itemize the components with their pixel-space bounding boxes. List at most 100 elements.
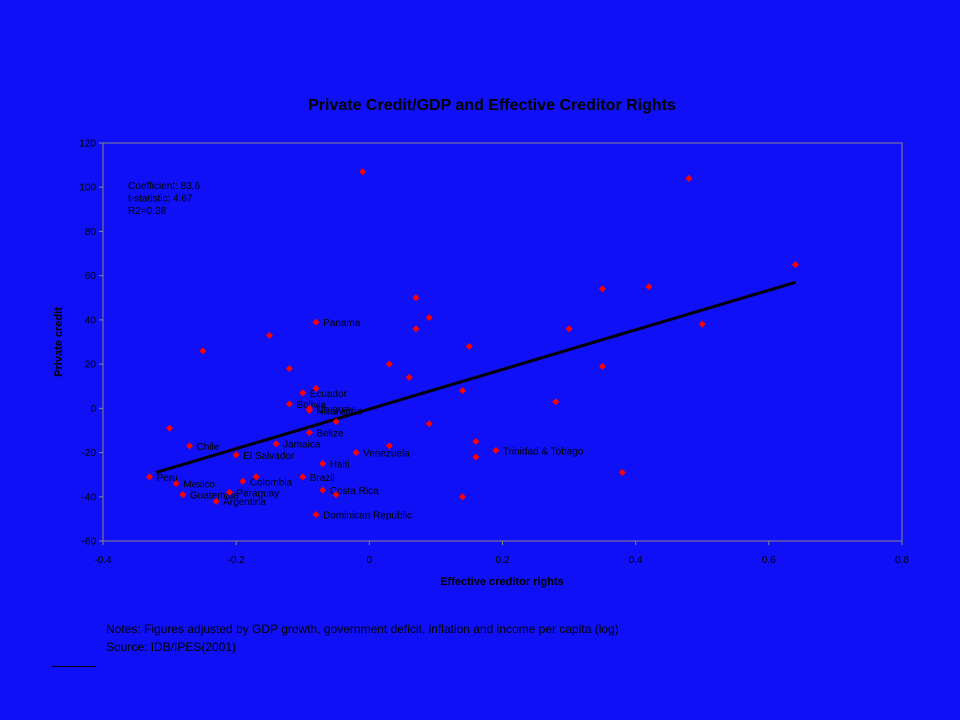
point-label: El Salvador [243,451,295,462]
point-label: Nicaragua [316,407,362,418]
data-point [645,283,653,291]
point-label: Brazil [310,473,335,484]
y-tick-label: -20 [82,448,97,459]
chart-title: Private Credit/GDP and Effective Credito… [308,97,676,114]
data-point [272,440,280,448]
point-label: Colombia [250,477,293,488]
point-label: Argentina [223,497,266,508]
x-tick-label: 0.4 [629,555,643,566]
point-label: Peru [157,473,178,484]
data-point [239,477,247,485]
y-axis-ticks: 120 100 80 60 40 20 0 -20 -40 -60 [79,139,103,548]
data-point [472,453,480,461]
data-point [618,468,626,476]
y-tick-label: 120 [79,139,96,150]
point-label: Jamaica [283,440,321,451]
y-tick-label: -40 [82,492,97,503]
stat-line: R2=0.38 [128,206,167,217]
x-tick-label: 0.8 [895,555,909,566]
point-label: Venezuela [363,449,410,460]
data-point [598,362,606,370]
point-label: Ecuador [310,389,348,400]
y-axis-label: Private credit [53,307,65,377]
x-axis-ticks: -0.4 -0.2 0 0.2 0.4 0.6 0.8 [94,541,909,566]
regression-line [155,280,796,474]
data-point [285,400,293,408]
data-point [166,424,174,432]
notes-line: Notes: Figures adjusted by GDP growth, g… [106,622,619,636]
data-point [299,473,307,481]
point-label: Guatemala [190,491,239,502]
x-tick-label: -0.2 [228,555,246,566]
data-point [385,360,393,368]
x-tick-label: -0.4 [94,555,112,566]
data-point [352,449,360,457]
footnote-rule [52,666,96,667]
data-point [312,510,320,518]
data-point [565,325,573,333]
point-label: Panama [323,318,361,329]
data-point [685,174,693,182]
data-point [598,285,606,293]
data-point [265,331,273,339]
point-label: Mexico [183,480,215,491]
x-tick-label: 0 [367,555,373,566]
data-point [552,398,560,406]
data-point [199,347,207,355]
data-point [319,486,327,494]
data-point [312,318,320,326]
data-point [179,491,187,499]
plot-area [102,142,903,542]
data-point [226,488,234,496]
point-label: Uruguay [316,404,354,415]
data-point [492,446,500,454]
point-label: Haiti [330,460,350,471]
data-point [332,491,340,499]
x-tick-label: 0.2 [496,555,510,566]
data-point [146,473,154,481]
data-point [252,473,260,481]
data-point [172,480,180,488]
data-point [232,451,240,459]
y-tick-label: 20 [85,360,97,371]
data-point [405,373,413,381]
stat-line: t-statistic: 4.67 [128,194,193,205]
data-point [412,294,420,302]
data-point [312,384,320,392]
data-point [285,365,293,373]
source-line: Source: IDB/IPES(2001) [106,640,237,654]
point-label: Paraguay [237,488,280,499]
data-point [459,493,467,501]
y-tick-label: 80 [85,227,97,238]
data-point [425,314,433,322]
y-tick-label: 40 [85,315,97,326]
data-point [332,418,340,426]
stat-line: Coefficient: 83.6 [128,181,201,192]
y-tick-label: 100 [79,183,96,194]
y-tick-label: 60 [85,271,97,282]
data-point [698,320,706,328]
data-point [305,429,313,437]
x-tick-label: 0.6 [762,555,776,566]
data-point [385,442,393,450]
point-label: Costa Rica [330,486,379,497]
data-point [465,342,473,350]
x-axis-label: Effective creditor rights [440,576,563,588]
data-point [412,325,420,333]
point-label: Dominican Republic [323,510,412,521]
data-point [319,460,327,468]
y-tick-label: -60 [82,537,97,548]
data-point [425,420,433,428]
point-label: Chile [197,442,220,453]
data-point [791,261,799,269]
data-point [305,404,313,412]
point-label: Trinidad & Tobago [503,446,584,457]
data-point [472,438,480,445]
y-tick-label: 0 [90,404,96,415]
point-label: Bolivia [296,400,326,411]
chart-notes: Notes: Figures adjusted by GDP growth, g… [106,620,619,656]
regression-stats: Coefficient: 83.6 t-statistic: 4.67R2=0.3… [128,181,201,217]
data-point [186,442,194,450]
